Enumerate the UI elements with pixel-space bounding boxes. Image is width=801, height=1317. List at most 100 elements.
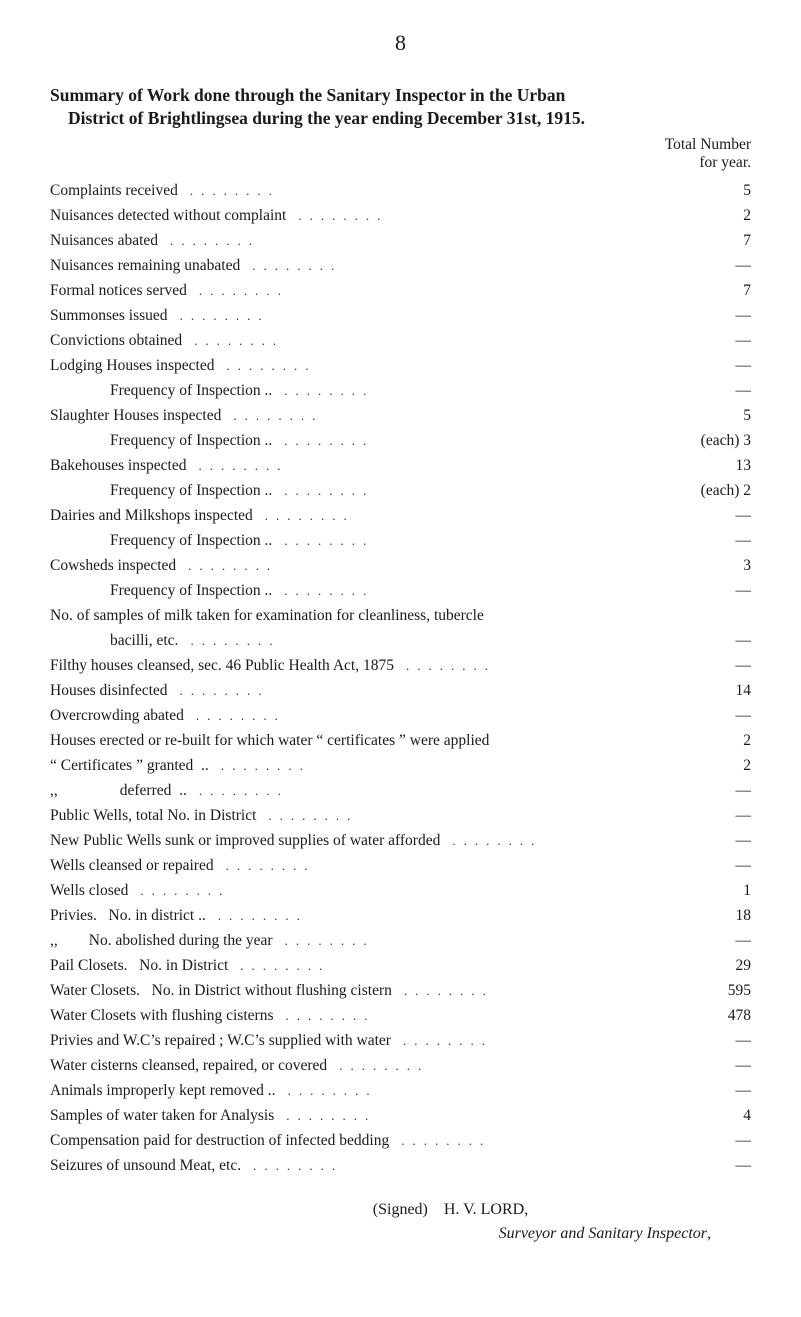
summary-row: Wells cleansed or repaired........— <box>50 854 751 879</box>
row-value: — <box>673 529 751 553</box>
summary-row: Cowsheds inspected........3 <box>50 554 751 579</box>
document-page: 8 Summary of Work done through the Sanit… <box>0 0 801 1283</box>
row-label: Wells closed <box>50 879 128 903</box>
row-label: Samples of water taken for Analysis <box>50 1104 274 1128</box>
row-label: No. of samples of milk taken for examina… <box>50 604 484 628</box>
row-label: Houses erected or re-built for which wat… <box>50 729 489 753</box>
summary-row: Lodging Houses inspected........— <box>50 354 751 379</box>
summary-row: Houses disinfected........14 <box>50 679 751 704</box>
row-label: Filthy houses cleansed, sec. 46 Public H… <box>50 654 394 678</box>
row-value: — <box>673 579 751 603</box>
row-value: (each) 3 <box>673 429 751 453</box>
summary-row: Frequency of Inspection ..........(each)… <box>50 429 751 454</box>
total-header-line2: for year. <box>699 154 751 171</box>
summary-row: Summonses issued........— <box>50 304 751 329</box>
leader-dots: ........ <box>178 181 673 201</box>
leader-dots: ........ <box>391 1031 673 1051</box>
leader-dots: ........ <box>209 756 673 776</box>
row-label: Frequency of Inspection .. <box>50 479 272 503</box>
row-value: 2 <box>673 204 751 228</box>
row-label: Compensation paid for destruction of inf… <box>50 1129 389 1153</box>
summary-row: Water Closets with flushing cisterns....… <box>50 1004 751 1029</box>
summary-row: Privies. No. in district ..........18 <box>50 904 751 929</box>
leader-dots: ........ <box>256 806 673 826</box>
summary-row: Privies and W.C’s repaired ; W.C’s suppl… <box>50 1029 751 1054</box>
summary-row: Frequency of Inspection ..........— <box>50 579 751 604</box>
row-value: 5 <box>673 179 751 203</box>
row-label: Frequency of Inspection .. <box>50 579 272 603</box>
leader-dots: ........ <box>158 231 673 251</box>
surveyor-title: Surveyor and Sanitary Inspector <box>499 1225 707 1242</box>
leader-dots: ........ <box>228 956 673 976</box>
row-label: Water cisterns cleansed, repaired, or co… <box>50 1054 327 1078</box>
row-value: 7 <box>673 229 751 253</box>
surveyor-line: Surveyor and Sanitary Inspector, <box>50 1225 751 1243</box>
row-label: Convictions obtained <box>50 329 182 353</box>
summary-row: Frequency of Inspection ..........(each)… <box>50 479 751 504</box>
summary-row: Water cisterns cleansed, repaired, or co… <box>50 1054 751 1079</box>
total-number-header: Total Number for year. <box>50 136 751 173</box>
row-value: 18 <box>673 904 751 928</box>
leader-dots: ........ <box>241 1156 673 1176</box>
summary-row: Wells closed........1 <box>50 879 751 904</box>
row-label: Privies and W.C’s repaired ; W.C’s suppl… <box>50 1029 391 1053</box>
row-value: 14 <box>673 679 751 703</box>
row-label: Seizures of unsound Meat, etc. <box>50 1154 241 1178</box>
leader-dots: ........ <box>253 506 673 526</box>
row-value: 4 <box>673 1104 751 1128</box>
summary-row: ,, No. abolished during the year........… <box>50 929 751 954</box>
row-label: Slaughter Houses inspected <box>50 404 221 428</box>
leader-dots: ........ <box>178 631 673 651</box>
row-value: 13 <box>673 454 751 478</box>
leader-dots: ........ <box>286 206 673 226</box>
leader-dots: ........ <box>206 906 673 926</box>
leader-dots: ........ <box>221 406 673 426</box>
row-value: — <box>673 504 751 528</box>
leader-dots: ........ <box>392 981 673 1001</box>
summary-row: Slaughter Houses inspected........5 <box>50 404 751 429</box>
row-label: Wells cleansed or repaired <box>50 854 214 878</box>
row-label: bacilli, etc. <box>50 629 178 653</box>
row-value: — <box>673 854 751 878</box>
leader-dots: ........ <box>214 356 673 376</box>
row-value: — <box>673 1154 751 1178</box>
row-label: Houses disinfected <box>50 679 168 703</box>
row-value: — <box>673 379 751 403</box>
leader-dots: ........ <box>168 681 673 701</box>
row-value: 595 <box>673 979 751 1003</box>
title-line-1: Summary of Work done through the Sanitar… <box>50 84 751 107</box>
row-value: 2 <box>673 754 751 778</box>
summary-row: Public Wells, total No. in District.....… <box>50 804 751 829</box>
leader-dots: ........ <box>272 581 673 601</box>
leader-dots: ........ <box>214 856 673 876</box>
summary-row: Water Closets. No. in District without f… <box>50 979 751 1004</box>
row-label: Pail Closets. No. in District <box>50 954 228 978</box>
summary-row: Nuisances abated........7 <box>50 229 751 254</box>
row-value: — <box>673 1029 751 1053</box>
row-label: Nuisances remaining unabated <box>50 254 240 278</box>
leader-dots: ........ <box>240 256 673 276</box>
row-label: Nuisances detected without complaint <box>50 204 286 228</box>
summary-row: New Public Wells sunk or improved suppli… <box>50 829 751 854</box>
total-header-line1: Total Number <box>665 136 751 153</box>
row-label: Frequency of Inspection .. <box>50 529 272 553</box>
summary-row: Bakehouses inspected........13 <box>50 454 751 479</box>
leader-dots: ........ <box>327 1056 673 1076</box>
summary-row: Animals improperly kept removed ........… <box>50 1079 751 1104</box>
summary-row: Seizures of unsound Meat, etc.........— <box>50 1154 751 1179</box>
row-value: — <box>673 329 751 353</box>
row-value: 478 <box>673 1004 751 1028</box>
summary-row: “ Certificates ” granted ..........2 <box>50 754 751 779</box>
row-value: — <box>673 1054 751 1078</box>
signed-line: (Signed) H. V. LORD, <box>50 1201 751 1219</box>
summary-row: Dairies and Milkshops inspected........— <box>50 504 751 529</box>
leader-dots: ........ <box>272 531 673 551</box>
row-label: Bakehouses inspected <box>50 454 186 478</box>
row-label: ,, deferred .. <box>50 779 187 803</box>
leader-dots: ........ <box>184 706 673 726</box>
leader-dots: ........ <box>182 331 673 351</box>
row-value: 7 <box>673 279 751 303</box>
row-label: Public Wells, total No. in District <box>50 804 256 828</box>
leader-dots: ........ <box>273 931 673 951</box>
row-value: 3 <box>673 554 751 578</box>
